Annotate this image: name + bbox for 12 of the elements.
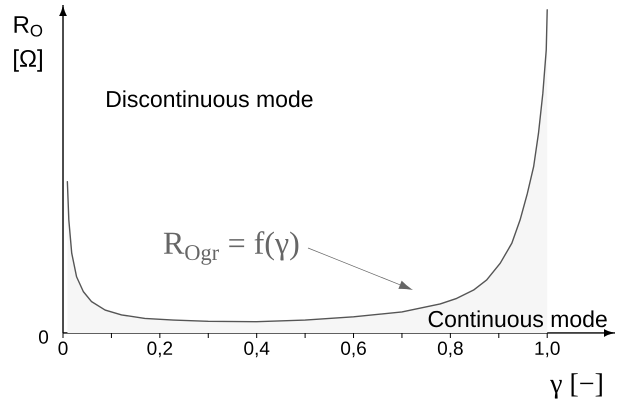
- annotation: Continuous mode: [428, 310, 607, 328]
- x-tick-label: 1,0: [535, 342, 560, 358]
- x-tick-label: 0,8: [438, 342, 463, 358]
- annotation: Discontinuous mode: [107, 90, 313, 108]
- x-axis-title: γ [−]: [550, 373, 602, 399]
- text: 0: [38, 330, 48, 344]
- annotation: R$_{Ogr}$ = f(γ): [164, 231, 298, 265]
- x-tick-label: 0,4: [244, 342, 270, 358]
- x-tick-label: 0,2: [147, 342, 172, 358]
- x-tick-label: 0,6: [341, 342, 366, 358]
- x-tick-label: 0: [58, 342, 68, 355]
- y-axis-title: R$_{O}$ [Ω]: [14, 16, 42, 72]
